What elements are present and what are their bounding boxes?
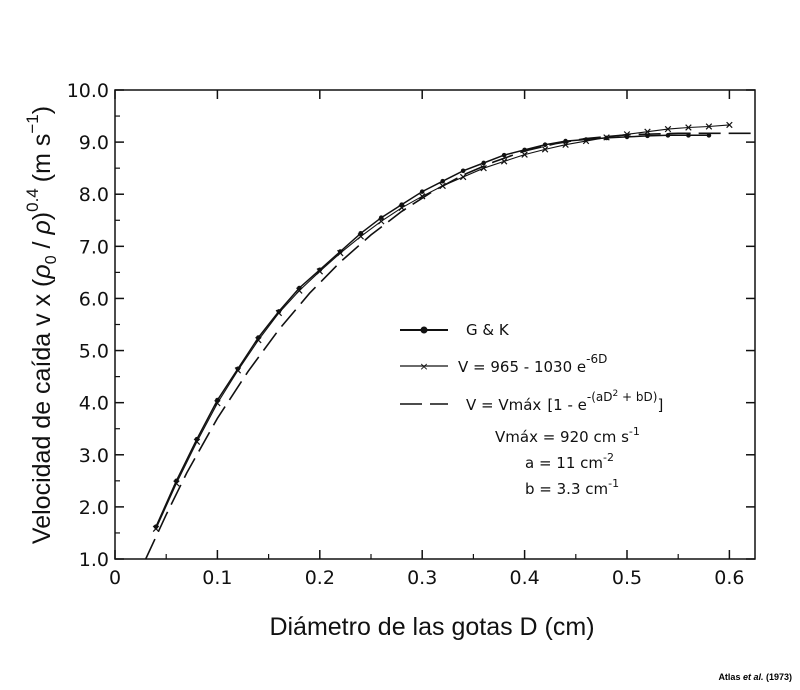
legend-param-b: b = 3.3 cm-1 — [525, 477, 619, 498]
legend-exp-marker: × — [419, 360, 428, 373]
y-title-unit-sup: −1 — [23, 114, 42, 133]
y-title-unit-close: ) — [28, 106, 56, 114]
y-tick-label: 1.0 — [79, 549, 109, 571]
legend-vmax-close: ] — [657, 396, 663, 414]
legend-param-a-sup: -2 — [603, 451, 614, 464]
gk-point — [686, 133, 691, 138]
exp-point — [664, 125, 672, 133]
exp-point — [459, 173, 467, 181]
legend-exp-sup: -6D — [586, 352, 607, 366]
exp-point — [173, 480, 180, 487]
source-credit: Atlas et al. (1973) — [718, 672, 792, 682]
gk-point — [501, 152, 507, 158]
series-line-1 — [155, 134, 709, 528]
exp-point — [603, 134, 610, 141]
y-title-slash: / — [28, 235, 56, 256]
y-title-main: Velocidad de caída v x ( — [28, 278, 56, 544]
credit-author: Atlas — [718, 672, 743, 682]
series-line-3 — [144, 132, 755, 560]
exp-point — [255, 336, 262, 344]
credit-year: (1973) — [763, 672, 792, 682]
exp-point — [418, 193, 426, 200]
plot-frame — [114, 89, 756, 560]
y-title-rho0: ρ — [28, 264, 56, 279]
y-tick-label: 5.0 — [79, 341, 109, 363]
legend: G & K × V = 965 - 1030 e-6D V = Vmáx [1 -… — [400, 321, 663, 498]
legend-gk-label: G & K — [466, 321, 510, 339]
y-tick-label: 2.0 — [79, 497, 109, 519]
legend-param-b-text: b = 3.3 cm — [525, 480, 608, 498]
x-tick-label: 0.2 — [305, 567, 335, 589]
legend-param-vmax-text: Vmáx = 920 cm s — [495, 428, 629, 446]
x-tick-label: 0.4 — [509, 567, 539, 589]
y-tick-label: 3.0 — [79, 445, 109, 467]
gk-point — [460, 168, 466, 174]
y-tick-label: 10.0 — [67, 80, 109, 102]
legend-param-vmax: Vmáx = 920 cm s-1 — [495, 425, 640, 446]
credit-etal: et al. — [742, 672, 764, 682]
exp-point — [705, 123, 713, 130]
gk-point — [481, 160, 486, 166]
exp-point — [275, 309, 283, 317]
legend-param-a: a = 11 cm-2 — [525, 451, 614, 472]
legend-param-b-sup: -1 — [608, 477, 619, 490]
gk-point — [706, 133, 712, 138]
y-tick-label: 9.0 — [79, 132, 109, 154]
gk-point — [419, 189, 425, 194]
y-tick-label: 6.0 — [79, 288, 109, 310]
x-tick-label: 0.3 — [407, 567, 437, 589]
x-tick-label: 0.6 — [714, 567, 744, 589]
legend-vmax-prefix: V = Vmáx — [466, 396, 541, 414]
exp-point — [541, 146, 549, 153]
legend-gk-marker — [420, 326, 428, 334]
exp-point — [357, 233, 364, 240]
exp-point — [316, 268, 324, 275]
exp-point — [685, 124, 692, 131]
exp-point — [337, 249, 344, 257]
y-title-unit: (m s — [28, 134, 56, 183]
legend-param-vmax-sup: -1 — [629, 425, 640, 438]
y-title-rho0-sub: 0 — [43, 255, 60, 264]
gk-point — [378, 215, 384, 220]
y-axis-title: Velocidad de caída v x (ρ0 / ρ)0.4(m s−1… — [23, 106, 60, 544]
axis-ticks: 0 0.1 0.2 0.3 0.4 0.5 0.6 1.0 2.0 3.0 4.0 5.0 6.0 7.0… — [67, 80, 755, 589]
exp-point — [214, 399, 221, 407]
legend-param-a-text: a = 11 cm — [525, 454, 603, 472]
legend-vmax-label: V = Vmáx [1 - e-(aD2 + bD)] — [466, 389, 663, 414]
x-tick-label: 0 — [109, 567, 121, 589]
gk-point — [542, 142, 548, 148]
series-group — [144, 121, 755, 560]
exp-point — [296, 287, 303, 294]
x-tick-label: 0.1 — [202, 567, 232, 589]
exp-point — [193, 438, 201, 445]
x-axis-title: Diámetro de las gotas D (cm) — [269, 613, 594, 641]
legend-vmax-bracket: [1 - e — [547, 396, 587, 414]
y-tick-label: 4.0 — [79, 393, 109, 415]
y-title-close: ) — [28, 212, 56, 220]
y-title-exp: 0.4 — [23, 188, 42, 212]
legend-exp-label: V = 965 - 1030 e-6D — [458, 352, 607, 376]
legend-exp-prefix: V = 965 - 1030 e — [458, 358, 586, 376]
exp-point — [234, 367, 242, 374]
y-tick-label: 8.0 — [79, 184, 109, 206]
gk-point — [440, 178, 445, 184]
exp-point — [152, 525, 160, 532]
legend-vmax-exp-sq: 2 — [613, 389, 619, 399]
exp-point — [726, 121, 733, 129]
y-title-rho: ρ — [28, 220, 56, 235]
exp-point — [521, 151, 528, 158]
legend-vmax-exp: -(aD — [587, 390, 613, 404]
x-tick-label: 0.5 — [612, 567, 642, 589]
exp-point — [378, 218, 385, 225]
legend-vmax-exp-tail: + bD) — [618, 390, 657, 404]
y-tick-label: 7.0 — [79, 236, 109, 258]
